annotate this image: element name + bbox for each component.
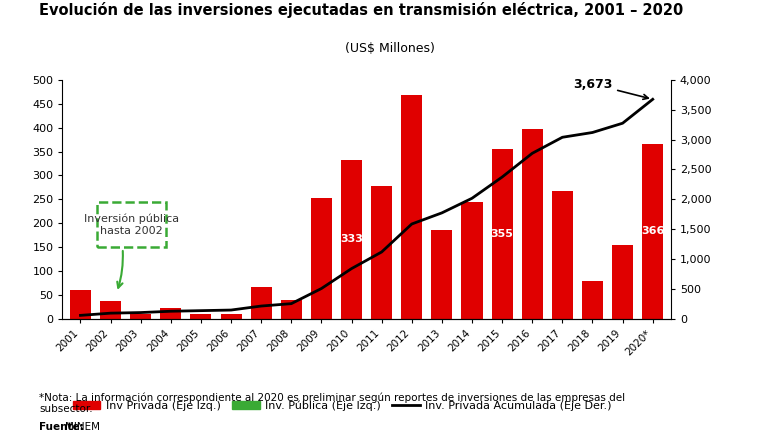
- Text: Inversión pública
hasta 2002: Inversión pública hasta 2002: [84, 214, 179, 236]
- Bar: [221, 314, 242, 319]
- Bar: [551, 191, 573, 319]
- Bar: [281, 300, 302, 319]
- Bar: [70, 290, 91, 319]
- Bar: [311, 198, 332, 319]
- Text: 355: 355: [491, 229, 513, 239]
- Bar: [642, 144, 663, 319]
- Text: 366: 366: [641, 226, 665, 237]
- Text: Fuente:: Fuente:: [39, 422, 87, 432]
- Text: *Nota: La información correspondiente al 2020 es preliminar según reportes de in: *Nota: La información correspondiente al…: [39, 392, 625, 414]
- Bar: [160, 308, 182, 319]
- Bar: [100, 301, 121, 319]
- Bar: [130, 314, 151, 319]
- Bar: [491, 149, 512, 319]
- Bar: [582, 281, 603, 319]
- Text: 3,673: 3,673: [573, 78, 648, 99]
- Text: 333: 333: [340, 234, 363, 244]
- Bar: [250, 287, 271, 319]
- Bar: [401, 95, 422, 319]
- Bar: [462, 202, 483, 319]
- Bar: [190, 314, 211, 319]
- Bar: [341, 159, 362, 319]
- Bar: [431, 230, 452, 319]
- Bar: [612, 245, 633, 319]
- Text: Evolución de las inversiones ejecutadas en transmisión eléctrica, 2001 – 2020: Evolución de las inversiones ejecutadas …: [39, 2, 683, 18]
- Bar: [522, 129, 543, 319]
- Text: (US$ Millones): (US$ Millones): [345, 42, 435, 55]
- Bar: [371, 186, 392, 319]
- Text: MINEM: MINEM: [65, 422, 100, 432]
- Legend: Inv Privada (Eje Izq.), Inv. Pública (Eje Izq.), Inv. Privada Acumulada (Eje Der: Inv Privada (Eje Izq.), Inv. Pública (Ej…: [68, 396, 616, 416]
